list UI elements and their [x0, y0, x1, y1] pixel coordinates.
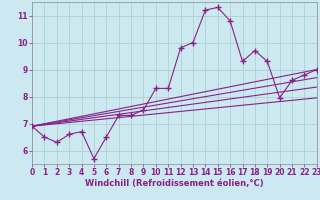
X-axis label: Windchill (Refroidissement éolien,°C): Windchill (Refroidissement éolien,°C)	[85, 179, 264, 188]
